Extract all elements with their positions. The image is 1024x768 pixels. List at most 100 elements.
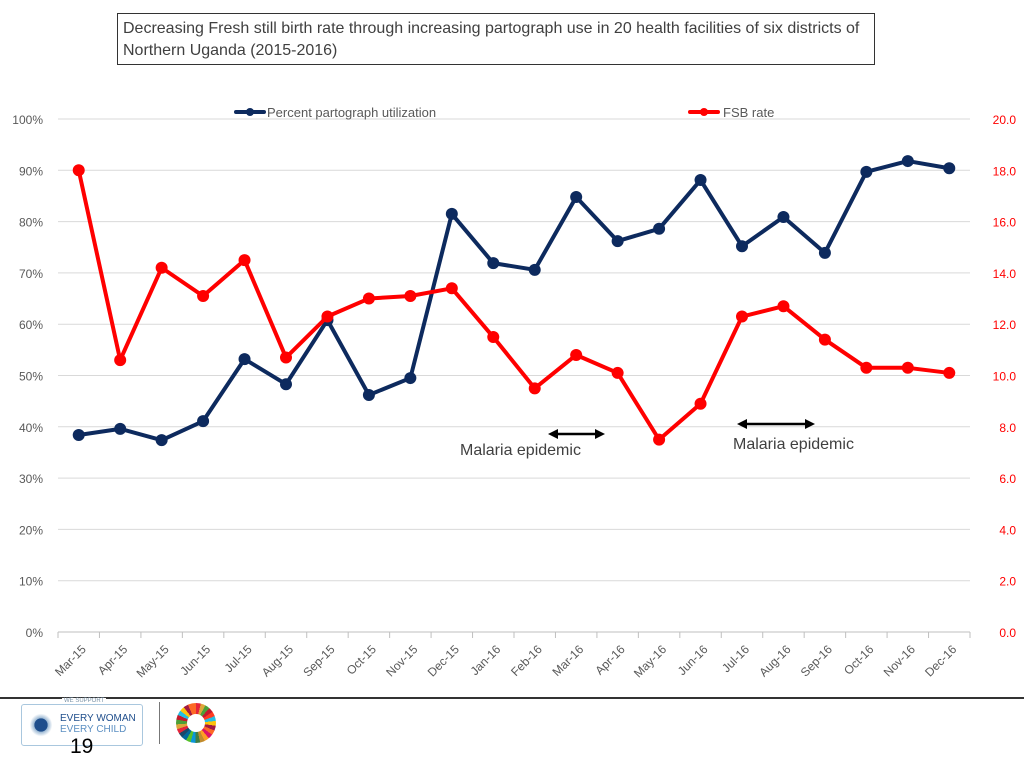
x-tick-label: Aug-16 <box>756 642 793 679</box>
data-point-fsb <box>777 300 790 313</box>
data-point-fsb <box>280 351 292 364</box>
data-point-fsb <box>487 331 500 344</box>
y-right-tick-label: 8.0 <box>999 421 1016 435</box>
y-right-tick-label: 10.0 <box>993 370 1017 384</box>
y-right-tick-label: 2.0 <box>999 575 1016 589</box>
data-point-fsb <box>653 433 666 446</box>
data-point-fsb <box>943 366 956 379</box>
data-point-partograph <box>445 207 458 220</box>
data-point-fsb <box>736 310 748 323</box>
logo-line2: EVERY CHILD <box>60 724 127 735</box>
legend-label: FSB rate <box>723 105 774 120</box>
arrowhead-left-icon <box>737 419 747 429</box>
x-tick-label: Oct-16 <box>841 642 877 678</box>
data-point-fsb <box>238 254 251 267</box>
x-tick-label: Feb-16 <box>508 642 545 679</box>
data-point-fsb <box>570 348 583 361</box>
y-left-tick-label: 20% <box>19 523 43 537</box>
series-line-partograph <box>78 159 950 443</box>
data-point-fsb <box>694 397 707 410</box>
data-point-fsb <box>72 164 85 177</box>
legend-swatch-marker <box>246 108 254 116</box>
data-point-partograph <box>943 162 956 175</box>
x-tick-label: Nov-15 <box>383 642 420 679</box>
slide-divider <box>0 697 1024 699</box>
data-point-fsb <box>197 289 210 302</box>
data-point-partograph <box>694 174 707 187</box>
x-tick-label: May-16 <box>631 642 669 680</box>
x-tick-label: Oct-15 <box>344 642 380 678</box>
y-right-tick-label: 20.0 <box>993 113 1017 127</box>
logo-separator <box>159 702 160 744</box>
data-point-partograph <box>155 434 168 447</box>
data-point-partograph <box>611 235 624 248</box>
data-point-fsb <box>155 261 168 274</box>
x-tick-label: Dec-15 <box>425 642 462 679</box>
data-point-fsb <box>445 282 458 295</box>
x-tick-label: Nov-16 <box>881 642 918 679</box>
x-tick-label: Jun-15 <box>177 642 213 678</box>
y-left-tick-label: 10% <box>19 575 43 589</box>
data-point-partograph <box>528 263 541 276</box>
data-point-partograph <box>238 353 251 366</box>
data-point-partograph <box>404 372 417 385</box>
sdg-wheel-icon <box>176 703 216 743</box>
every-woman-every-child-logo: WE SUPPORT EVERY WOMAN EVERY CHILD <box>21 698 143 746</box>
data-point-fsb <box>860 361 873 374</box>
data-point-partograph <box>653 222 666 235</box>
arrowhead-right-icon <box>595 429 605 439</box>
x-tick-label: Jan-16 <box>468 642 504 678</box>
data-point-partograph <box>570 190 583 203</box>
x-tick-label: Sep-16 <box>798 642 835 679</box>
y-left-tick-label: 50% <box>19 370 43 384</box>
series-line-fsb <box>76 169 950 442</box>
legend-swatch-marker <box>700 108 708 116</box>
legend-label: Percent partograph utilization <box>267 105 436 120</box>
data-point-partograph <box>362 388 375 401</box>
logo-line1: EVERY WOMAN <box>60 713 136 724</box>
y-left-tick-label: 70% <box>19 267 43 281</box>
x-tick-label: Mar-16 <box>550 642 587 679</box>
y-left-tick-label: 60% <box>19 318 43 332</box>
data-point-fsb <box>901 361 914 374</box>
data-point-partograph <box>72 429 85 442</box>
x-tick-label: Apr-16 <box>592 642 628 678</box>
arrowhead-left-icon <box>548 429 558 439</box>
y-right-tick-label: 18.0 <box>993 164 1017 178</box>
data-point-fsb <box>114 354 127 367</box>
y-right-tick-label: 16.0 <box>993 216 1017 230</box>
data-point-partograph <box>487 257 500 270</box>
data-point-partograph <box>280 378 292 391</box>
y-right-tick-label: 0.0 <box>999 626 1016 640</box>
chart-title: Decreasing Fresh still birth rate throug… <box>117 13 875 65</box>
x-tick-label: Aug-15 <box>259 642 296 679</box>
y-right-tick-label: 6.0 <box>999 472 1016 486</box>
logo-we-support: WE SUPPORT <box>62 698 107 704</box>
y-right-tick-label: 4.0 <box>999 523 1016 537</box>
x-tick-label: May-15 <box>134 642 172 680</box>
data-point-partograph <box>736 240 748 253</box>
y-left-tick-label: 30% <box>19 472 43 486</box>
annotation-label: Malaria epidemic <box>460 442 581 459</box>
y-left-tick-label: 90% <box>19 164 43 178</box>
data-point-partograph <box>901 155 914 168</box>
data-point-fsb <box>611 366 624 379</box>
data-point-partograph <box>818 246 831 259</box>
data-point-partograph <box>197 415 210 428</box>
x-tick-label: Apr-15 <box>95 642 131 678</box>
y-left-tick-label: 0% <box>26 626 44 640</box>
data-point-partograph <box>114 422 127 435</box>
y-left-tick-label: 80% <box>19 216 43 230</box>
annotation-label: Malaria epidemic <box>733 436 854 453</box>
x-tick-label: Jun-16 <box>675 642 711 678</box>
x-tick-label: Dec-16 <box>922 642 959 679</box>
x-tick-label: Mar-15 <box>52 642 89 679</box>
data-point-fsb <box>362 292 375 305</box>
y-right-tick-label: 12.0 <box>993 318 1017 332</box>
y-right-tick-label: 14.0 <box>993 267 1017 281</box>
arrowhead-right-icon <box>805 419 815 429</box>
y-left-tick-label: 100% <box>12 113 43 127</box>
data-point-fsb <box>321 310 334 323</box>
data-point-fsb <box>528 382 541 395</box>
